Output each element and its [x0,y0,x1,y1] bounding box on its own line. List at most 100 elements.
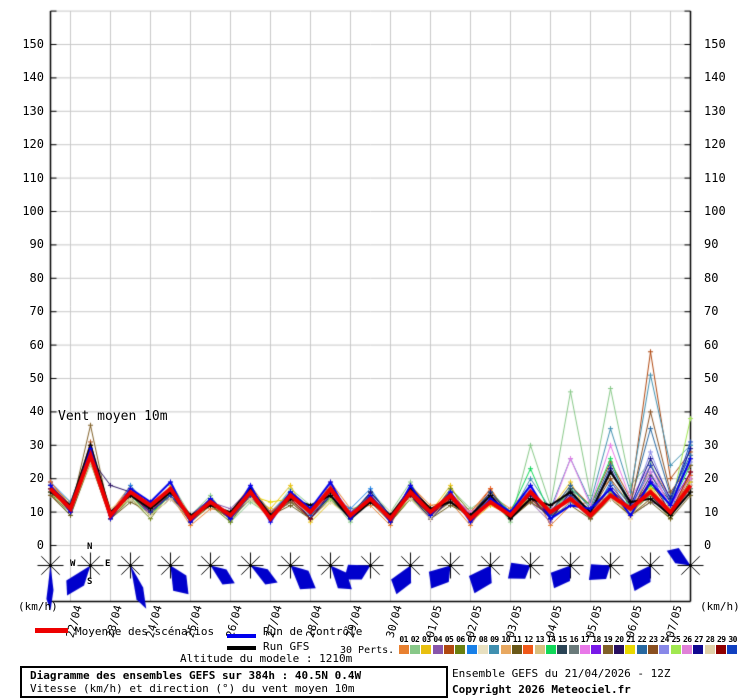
y-tick-label-left: 110 [22,170,44,185]
pert-number: 30 [728,635,737,644]
pert-color-square [398,645,409,654]
pert-number: 26 [682,635,692,644]
pert-legend-item: 12 [523,635,534,654]
pert-legend-item: 23 [648,635,659,654]
pert-number: 25 [671,635,681,644]
y-tick-label-left: 120 [22,137,44,152]
pert-legend-item: 02 [409,635,420,654]
pert-legend-item: 30 [727,635,738,654]
pert-color-square [727,645,738,654]
pert-color-square [591,645,602,654]
pert-number: 16 [569,635,579,644]
pert-legend-item: 29 [716,635,727,654]
pert-number: 27 [694,635,703,644]
diagram-subtitle: Vitesse (km/h) et direction (°) du vent … [30,682,355,695]
pert-number: 07 [467,635,477,644]
compass-e-label: E [105,559,111,569]
y-tick-label-right: 80 [704,270,719,285]
pert-color-square [523,645,534,654]
y-tick-label-left: 20 [29,471,44,486]
pert-color-square [545,645,556,654]
pert-color-square [421,645,432,654]
pert-color-square [455,645,466,654]
y-tick-label-left: 100 [22,204,44,218]
pert-legend-item: 25 [670,635,681,654]
pert-legend-item: 14 [545,635,556,654]
pert-legend-item: 19 [602,635,613,654]
pert-legend-item: 03 [421,635,432,654]
pert-color-square [716,645,727,654]
y-tick-label-left: 150 [22,37,44,51]
pert-legend-item: 26 [682,635,693,654]
y-tick-label-right: 100 [704,204,726,218]
pert-legend-item: 11 [511,635,522,654]
y-tick-label-right: 110 [704,170,726,185]
y-tick-label-right: 120 [704,137,726,152]
copyright-label: Copyright 2026 Meteociel.fr [452,683,631,696]
perturbation-color-legend: 01 02 03 04 05 06 07 08 09 10 11 12 13 14 15 16 17 18 19 20… [398,635,739,654]
pert-color-square [432,645,443,654]
legend-gfs-label: Run GFS [263,640,310,653]
pert-number: 02 [410,635,420,644]
compass-s-label: S [87,577,93,587]
pert-legend-item: 09 [489,635,500,654]
pert-number: 20 [614,635,624,644]
pert-number: 11 [512,635,522,644]
pert-color-square [602,645,613,654]
pert-number: 21 [626,635,635,644]
y-tick-label-left: 40 [29,404,44,419]
pert-color-square [704,645,715,654]
pert-legend-item: 08 [477,635,488,654]
pert-color-square [625,645,636,654]
pert-color-square [466,645,477,654]
y-tick-label-right: 40 [704,404,719,419]
pert-color-square [614,645,625,654]
pert-color-square [511,645,522,654]
pert-color-square [443,645,454,654]
pert-legend-item: 27 [693,635,704,654]
pert-number: 24 [660,635,669,644]
y-tick-label-left: 90 [29,237,44,252]
y-tick-label-right: 10 [704,504,719,519]
y-tick-label-left: 80 [29,270,44,285]
pert-color-square [477,645,488,654]
pert-legend-item: 13 [534,635,545,654]
legend-control-swatch [227,634,256,638]
pert-legend-item: 15 [557,635,568,654]
y-tick-label-right: 70 [704,304,719,319]
y-tick-label-left: 60 [29,337,44,352]
pert-color-square [670,645,681,654]
pert-number: 06 [456,635,465,644]
pert-color-square [682,645,693,654]
pert-color-square [500,645,511,654]
pert-color-square [580,645,590,654]
pert-number: 14 [546,635,556,644]
pert-number: 10 [501,635,511,644]
pert-number: 03 [422,635,431,644]
y-tick-label-left: 10 [29,504,44,519]
model-altitude-label: Altitude du modele : 1210m [180,652,353,665]
pert-legend-item: 17 [580,635,591,654]
perts-count-label: 30 Perts. [340,645,395,656]
y-tick-label-right: 150 [704,37,726,51]
pert-color-square [489,645,500,654]
diagram-title: Diagramme des ensembles GEFS sur 384h : … [30,669,362,682]
compass-n-label: N [87,542,93,552]
pert-color-square [568,645,579,654]
pert-color-square [534,645,545,654]
run-info-label: Ensemble GEFS du 21/04/2026 - 12Z [452,667,671,680]
compass-w-label: W [70,559,76,569]
pert-color-square [693,645,704,654]
y-tick-label-right: 140 [704,70,726,85]
legend-mean-swatch [35,628,68,633]
pert-number: 23 [648,635,658,644]
pert-legend-item: 05 [443,635,454,654]
pert-legend-item: 04 [432,635,443,654]
unit-label-left: (km/h) [18,600,58,613]
pert-color-square [557,645,568,654]
pert-number: 13 [535,635,545,644]
y-tick-label-right: 0 [704,538,712,552]
y-tick-label-left: 30 [29,437,44,452]
pert-legend-item: 06 [455,635,466,654]
